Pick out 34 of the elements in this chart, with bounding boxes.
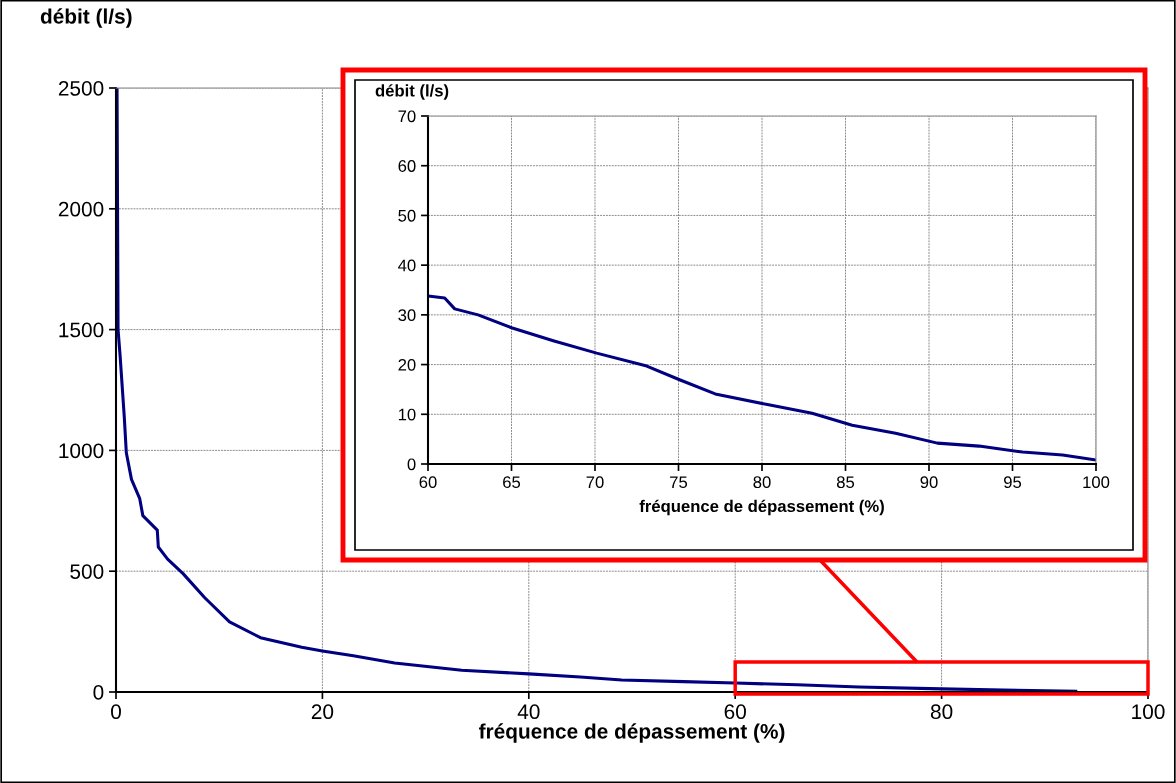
line-series bbox=[428, 294, 1096, 462]
x-tick-label: 0 bbox=[111, 704, 121, 720]
y-tick-label: 70 bbox=[398, 110, 416, 123]
y-tick-label: 0 bbox=[407, 458, 416, 471]
y-tick-label: 2000 bbox=[58, 201, 104, 217]
x-tick-label: 60 bbox=[419, 476, 437, 489]
x-tick-label: 85 bbox=[836, 476, 855, 489]
x-tick-label: 100 bbox=[1132, 704, 1165, 720]
x-tick-label: 95 bbox=[1004, 476, 1022, 489]
y-tick-label: 30 bbox=[398, 309, 416, 322]
x-tick-label: 80 bbox=[753, 476, 771, 489]
y-tick-label: 20 bbox=[398, 358, 416, 371]
x-tick-label: 75 bbox=[670, 476, 688, 489]
y-tick-label: 10 bbox=[398, 408, 416, 421]
x-tick-label: 70 bbox=[586, 476, 604, 489]
y-tick-label: 1000 bbox=[59, 443, 104, 459]
x-tick-label: 40 bbox=[517, 704, 540, 720]
y-tick-label: 1500 bbox=[59, 322, 104, 338]
x-tick-label: 65 bbox=[503, 476, 521, 489]
x-axis-title: fréquence de dépassement (%) bbox=[639, 499, 884, 516]
y-tick-label: 2500 bbox=[58, 81, 104, 96]
y-tick-label: 50 bbox=[398, 209, 416, 222]
y-axis-title: débit (l/s) bbox=[375, 84, 449, 100]
x-tick-label: 80 bbox=[930, 704, 953, 720]
y-axis-title: débit (l/s) bbox=[40, 8, 132, 28]
x-axis-title: fréquence de dépassement (%) bbox=[478, 723, 785, 743]
x-tick-label: 90 bbox=[920, 476, 938, 489]
y-tick-label: 0 bbox=[93, 685, 104, 700]
y-tick-label: 60 bbox=[398, 160, 416, 172]
y-tick-label: 40 bbox=[398, 259, 416, 272]
x-tick-label: 20 bbox=[311, 704, 334, 720]
x-tick-label: 60 bbox=[724, 704, 746, 720]
x-tick-label: 100 bbox=[1083, 476, 1110, 489]
y-tick-label: 500 bbox=[70, 564, 104, 579]
